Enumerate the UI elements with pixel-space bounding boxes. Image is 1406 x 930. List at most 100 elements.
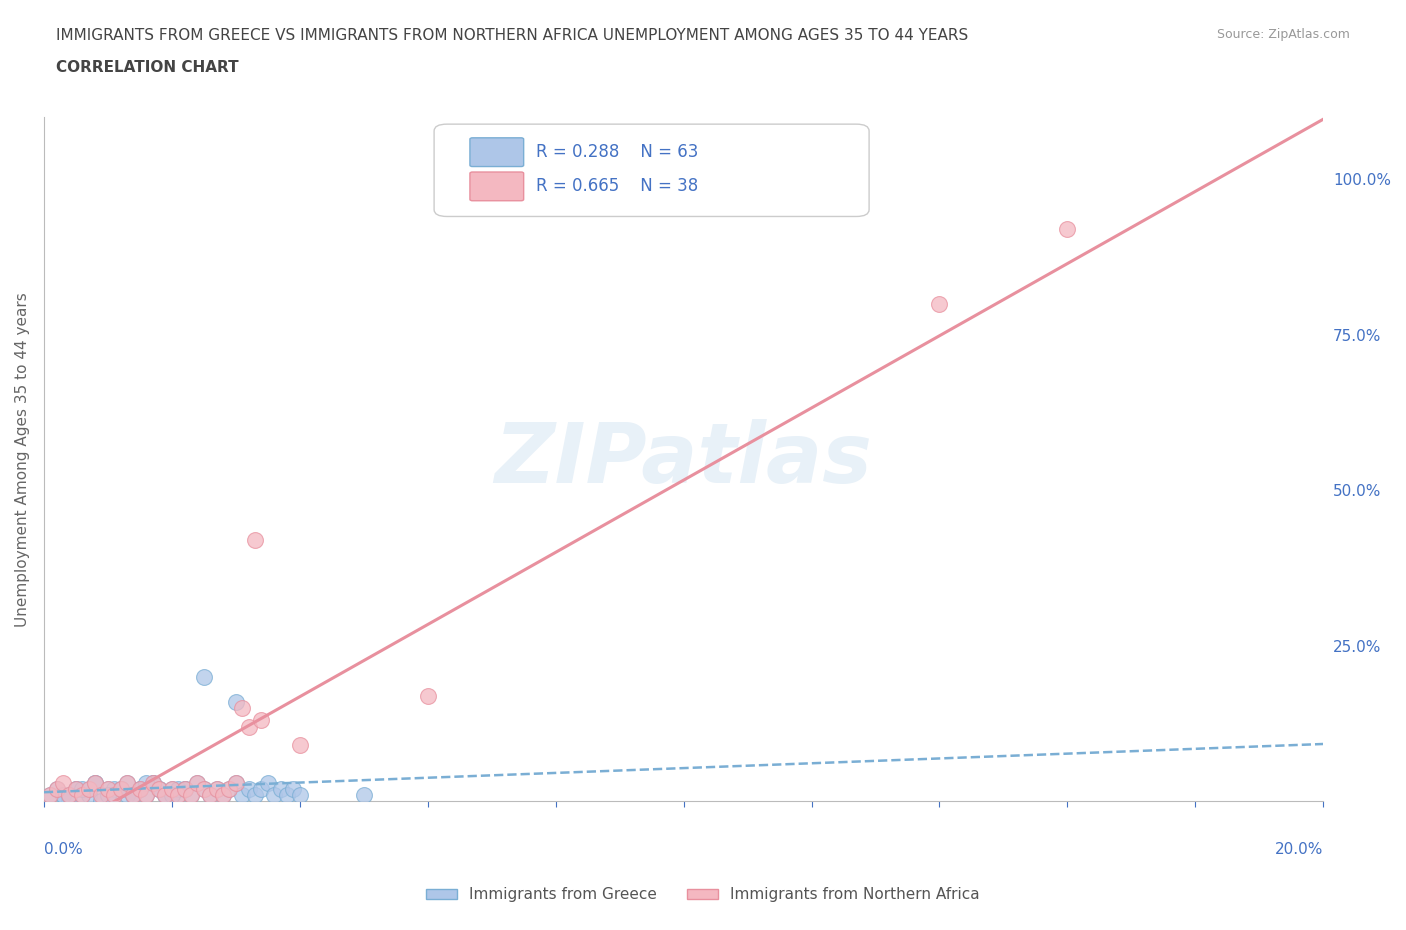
Text: 20.0%: 20.0% <box>1275 843 1323 857</box>
Point <box>212 788 235 803</box>
Point <box>72 788 94 803</box>
Point <box>110 781 132 796</box>
Point <box>200 788 222 803</box>
Point <box>225 775 247 790</box>
Point <box>243 533 266 548</box>
Text: IMMIGRANTS FROM GREECE VS IMMIGRANTS FROM NORTHERN AFRICA UNEMPLOYMENT AMONG AGE: IMMIGRANTS FROM GREECE VS IMMIGRANTS FRO… <box>56 28 969 43</box>
Point <box>193 781 215 796</box>
Point <box>39 788 62 803</box>
Text: R = 0.288    N = 63: R = 0.288 N = 63 <box>537 143 699 161</box>
Point <box>122 788 145 803</box>
Point <box>58 794 80 809</box>
Point <box>52 788 75 803</box>
Point <box>173 781 195 796</box>
Point <box>77 781 100 796</box>
Point <box>103 788 125 803</box>
Point <box>128 781 150 796</box>
Point <box>58 788 80 803</box>
Point <box>97 781 120 796</box>
Point <box>1056 221 1078 236</box>
Point <box>155 788 177 803</box>
Point <box>65 781 87 796</box>
Point <box>103 781 125 796</box>
Point <box>142 775 165 790</box>
Point <box>115 775 138 790</box>
Point <box>218 781 240 796</box>
Point <box>167 781 190 796</box>
FancyBboxPatch shape <box>470 172 523 201</box>
Point <box>283 781 305 796</box>
Point <box>115 775 138 790</box>
Point <box>84 775 107 790</box>
Point <box>238 781 260 796</box>
Point <box>231 700 253 715</box>
Point <box>122 788 145 803</box>
Point <box>928 297 950 312</box>
Point <box>160 788 183 803</box>
Point <box>90 788 112 803</box>
Point <box>84 775 107 790</box>
Point <box>243 788 266 803</box>
Point <box>270 781 292 796</box>
Point <box>72 781 94 796</box>
FancyBboxPatch shape <box>470 138 523 166</box>
Point <box>65 781 87 796</box>
Point <box>288 737 311 752</box>
Point <box>65 781 87 796</box>
Point <box>250 713 273 728</box>
Point <box>173 781 195 796</box>
Point <box>128 781 150 796</box>
Point <box>97 788 120 803</box>
Point <box>84 775 107 790</box>
Point <box>77 781 100 796</box>
Point <box>288 788 311 803</box>
Point <box>90 788 112 803</box>
Point <box>173 781 195 796</box>
Point <box>135 775 157 790</box>
Point <box>148 781 170 796</box>
Point <box>110 781 132 796</box>
Point <box>416 688 439 703</box>
Point <box>256 775 278 790</box>
Point <box>90 794 112 809</box>
Point <box>212 788 235 803</box>
Point <box>77 788 100 803</box>
Point <box>167 788 190 803</box>
Point <box>155 788 177 803</box>
Point <box>250 781 273 796</box>
Point <box>225 775 247 790</box>
Point <box>128 781 150 796</box>
Text: CORRELATION CHART: CORRELATION CHART <box>56 60 239 75</box>
Point <box>115 788 138 803</box>
Point <box>225 695 247 710</box>
Point <box>231 788 253 803</box>
Point <box>180 788 202 803</box>
Point <box>276 788 298 803</box>
Point <box>167 788 190 803</box>
Point <box>218 781 240 796</box>
Point <box>205 781 228 796</box>
Point <box>148 781 170 796</box>
Point <box>238 719 260 734</box>
Y-axis label: Unemployment Among Ages 35 to 44 years: Unemployment Among Ages 35 to 44 years <box>15 292 30 627</box>
Point <box>135 788 157 803</box>
Point <box>180 788 202 803</box>
Point <box>193 670 215 684</box>
Point <box>97 781 120 796</box>
Point <box>142 775 165 790</box>
Point <box>353 788 375 803</box>
Point <box>52 775 75 790</box>
Point <box>72 788 94 803</box>
Point <box>205 781 228 796</box>
Point <box>103 788 125 803</box>
Text: Source: ZipAtlas.com: Source: ZipAtlas.com <box>1216 28 1350 41</box>
Point <box>200 788 222 803</box>
Legend: Immigrants from Greece, Immigrants from Northern Africa: Immigrants from Greece, Immigrants from … <box>420 882 986 909</box>
Point <box>186 775 208 790</box>
Point <box>58 788 80 803</box>
Point <box>39 788 62 803</box>
Text: R = 0.665    N = 38: R = 0.665 N = 38 <box>537 178 699 195</box>
Point <box>45 781 67 796</box>
Point <box>52 788 75 803</box>
Point <box>122 788 145 803</box>
